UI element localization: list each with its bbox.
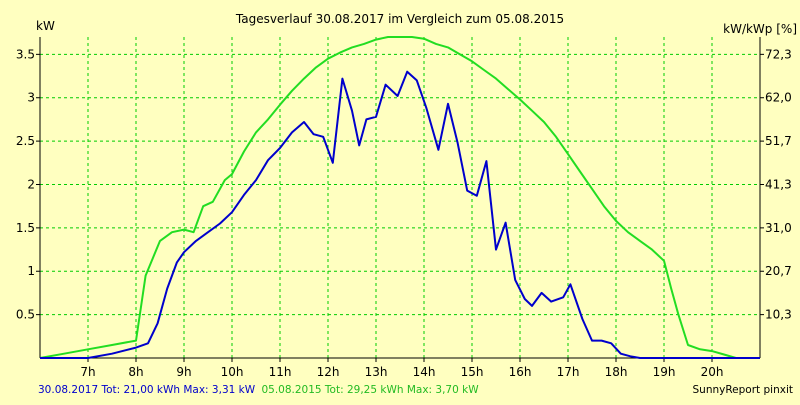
footer-series-2017: 30.08.2017 Tot: 21,00 kWh Max: 3,31 kW	[38, 384, 256, 396]
series-line-2015	[39, 36, 760, 359]
y-right-tick-label: 72,3	[765, 47, 792, 61]
left-unit-label: kW	[36, 19, 55, 33]
right-unit-label: kW/kWp [%]	[723, 22, 797, 36]
x-tick-label: 8h	[128, 365, 143, 379]
chart-title: Tagesverlauf 30.08.2017 im Vergleich zum…	[235, 12, 564, 26]
y-right-tick-label: 51,7	[765, 134, 792, 148]
grid	[40, 37, 760, 358]
x-tick-label: 15h	[461, 365, 484, 379]
y-right-tick-label: 41,3	[765, 177, 792, 191]
x-tick-label: 7h	[80, 365, 95, 379]
x-tick-label: 12h	[317, 365, 340, 379]
y-right-tick-label: 31,0	[765, 221, 792, 235]
x-tick-label: 19h	[653, 365, 676, 379]
tick-labels: 7h 8h 9h 10h 11h 12h 13h 14h 15h 16h 17h 18h 19h 20h 0…	[16, 47, 792, 379]
x-tick-label: 9h	[176, 365, 191, 379]
footer-credit: SunnyReport pinxit	[693, 384, 793, 396]
y-left-tick-label: 3.5	[16, 47, 35, 61]
y-left-tick-label: 3	[27, 91, 35, 105]
x-tick-label: 10h	[221, 365, 244, 379]
series-line-2017	[40, 70, 760, 359]
y-left-tick-label: 1	[27, 264, 35, 278]
y-left-tick-label: 1.5	[16, 221, 35, 235]
x-tick-label: 14h	[413, 365, 436, 379]
y-left-tick-label: 0.5	[16, 308, 35, 322]
x-tick-label: 13h	[365, 365, 388, 379]
y-right-tick-label: 20,7	[765, 264, 792, 278]
footer-legend: 30.08.2017 Tot: 21,00 kWh Max: 3,31 kW 0…	[38, 384, 479, 396]
x-tick-label: 20h	[701, 365, 724, 379]
footer-series-2015: 05.08.2015 Tot: 29,25 kWh Max: 3,70 kW	[261, 384, 479, 396]
x-tick-label: 18h	[605, 365, 628, 379]
y-left-tick-label: 2	[27, 177, 35, 191]
x-tick-label: 16h	[509, 365, 532, 379]
y-right-tick-label: 62,0	[765, 91, 792, 105]
x-tick-label: 17h	[557, 365, 580, 379]
series	[39, 36, 760, 359]
x-tick-label: 11h	[269, 365, 292, 379]
y-left-tick-label: 2.5	[16, 134, 35, 148]
y-right-tick-label: 10,3	[765, 308, 792, 322]
